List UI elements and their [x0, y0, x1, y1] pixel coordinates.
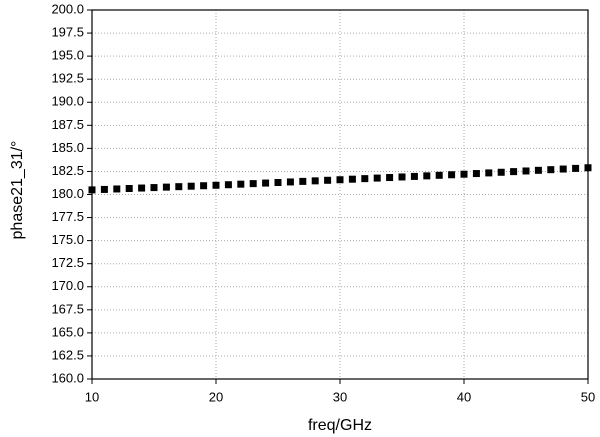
marker [324, 176, 332, 184]
y-tick-label: 177.5 [51, 209, 84, 224]
marker [113, 185, 121, 193]
marker [472, 170, 480, 178]
y-tick-label: 195.0 [51, 48, 84, 63]
marker [510, 168, 518, 176]
x-axis-title: freq/GHz [308, 417, 372, 434]
marker [200, 182, 208, 190]
x-tick-label: 50 [581, 389, 595, 404]
y-tick-label: 192.5 [51, 71, 84, 86]
marker [410, 172, 418, 180]
marker [559, 165, 567, 173]
marker [175, 183, 183, 191]
marker [249, 180, 257, 188]
marker [100, 185, 108, 193]
marker [361, 175, 369, 183]
x-tick-label: 40 [457, 389, 471, 404]
marker [485, 169, 493, 177]
marker [534, 166, 542, 174]
x-tick-label: 30 [333, 389, 347, 404]
y-tick-label: 180.0 [51, 186, 84, 201]
marker [212, 181, 220, 189]
y-tick-label: 160.0 [51, 370, 84, 385]
marker [274, 179, 282, 187]
y-tick-label: 185.0 [51, 140, 84, 155]
y-tick-label: 172.5 [51, 255, 84, 270]
marker [187, 182, 195, 190]
marker [311, 177, 319, 185]
marker [435, 171, 443, 179]
marker [262, 179, 270, 187]
plot-frame [91, 9, 589, 380]
marker [299, 177, 307, 185]
marker [547, 166, 555, 174]
marker [448, 171, 456, 179]
marker [286, 178, 294, 186]
y-tick-label: 170.0 [51, 278, 84, 293]
marker [572, 164, 580, 172]
marker [336, 176, 344, 184]
y-tick-label: 187.5 [51, 117, 84, 132]
marker [398, 173, 406, 181]
marker [584, 164, 592, 172]
marker [386, 174, 394, 182]
marker [373, 174, 381, 182]
marker [224, 181, 232, 189]
marker [423, 172, 431, 180]
y-tick-label: 162.5 [51, 347, 84, 362]
marker [237, 180, 245, 188]
y-tick-label: 190.0 [51, 94, 84, 109]
marker [138, 184, 146, 192]
y-tick-label: 200.0 [51, 1, 84, 16]
y-tick-label: 175.0 [51, 232, 84, 247]
x-tick-label: 20 [209, 389, 223, 404]
y-tick-label: 165.0 [51, 324, 84, 339]
marker [88, 186, 96, 194]
y-axis-title: phase21_31/° [9, 141, 26, 240]
x-tick-label: 10 [85, 389, 99, 404]
marker [460, 170, 468, 178]
y-tick-label: 167.5 [51, 301, 84, 316]
y-tick-label: 197.5 [51, 25, 84, 40]
marker [162, 183, 170, 191]
marker [125, 185, 133, 193]
marker [150, 184, 158, 192]
marker [348, 175, 356, 183]
y-tick-label: 182.5 [51, 163, 84, 178]
marker [522, 167, 530, 175]
marker [497, 168, 505, 176]
